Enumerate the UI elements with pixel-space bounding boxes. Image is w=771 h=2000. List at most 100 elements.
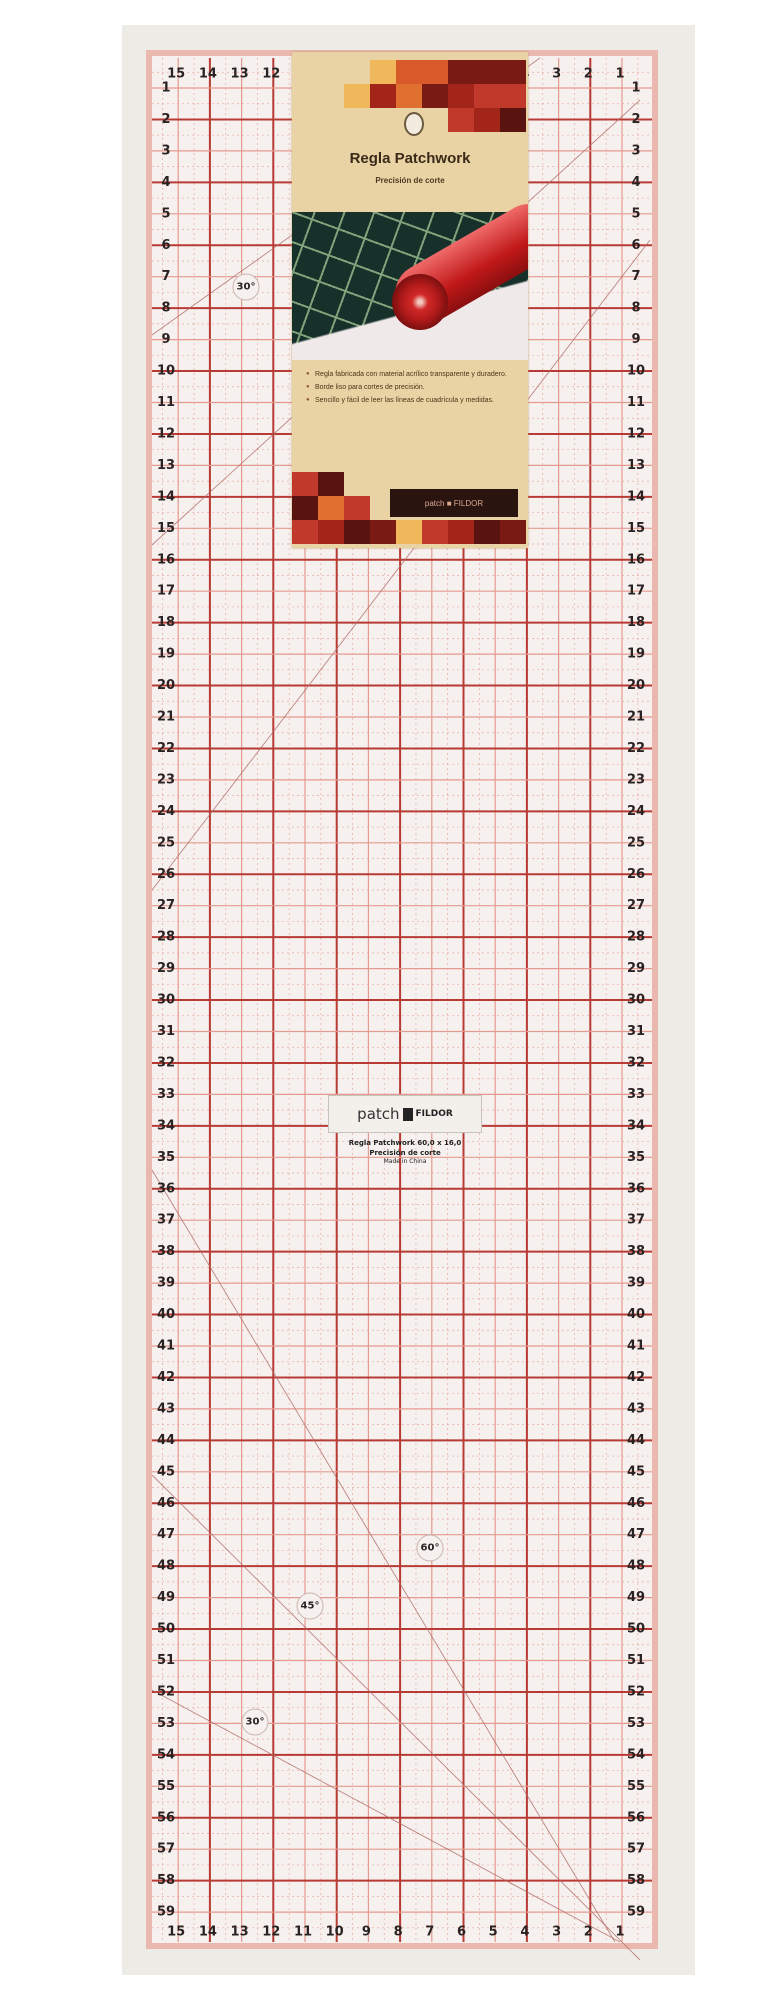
row-label-left: 50	[157, 1622, 175, 1637]
row-label-right: 30	[627, 993, 645, 1008]
row-label-left: 16	[157, 552, 175, 567]
row-label-right: 45	[627, 1464, 645, 1479]
mosaic-tile	[500, 84, 526, 108]
mosaic-tile	[500, 108, 526, 132]
row-label-right: 53	[627, 1716, 645, 1731]
row-label-right: 26	[627, 867, 645, 882]
row-label-right: 52	[627, 1684, 645, 1699]
row-label-left: 20	[157, 678, 175, 693]
angle-marker	[296, 1592, 324, 1620]
row-label-right: 12	[627, 426, 645, 441]
product-name: Regla Patchwork 60,0 x 16,0	[348, 1139, 462, 1147]
angle-line	[151, 1689, 621, 1943]
column-label-bottom: 12	[262, 1925, 280, 1940]
card-bullets: Regla fabricada con material acrílico tr…	[306, 370, 516, 409]
row-label-left: 58	[157, 1873, 175, 1888]
row-label-right: 48	[627, 1559, 645, 1574]
row-label-left: 23	[157, 772, 175, 787]
row-label-right: 59	[627, 1905, 645, 1920]
mosaic-tile	[370, 108, 396, 132]
mosaic-tile	[318, 472, 344, 496]
mosaic-tile	[370, 520, 396, 544]
row-label-left: 18	[157, 615, 175, 630]
origin: Made in China	[383, 1158, 427, 1165]
row-label-left: 25	[157, 835, 175, 850]
column-label-top: 14	[199, 67, 217, 82]
column-label-top: 12	[262, 67, 280, 82]
row-label-right: 58	[627, 1873, 645, 1888]
row-label-left: 5	[161, 206, 170, 221]
mosaic-tile	[292, 472, 318, 496]
row-label-right: 23	[627, 772, 645, 787]
angle-line	[151, 1169, 616, 1943]
row-label-left: 53	[157, 1716, 175, 1731]
row-label-right: 25	[627, 835, 645, 850]
angle-marker	[232, 273, 260, 301]
row-label-right: 55	[627, 1779, 645, 1794]
row-label-right: 49	[627, 1590, 645, 1605]
row-label-left: 49	[157, 1590, 175, 1605]
row-label-right: 44	[627, 1433, 645, 1448]
column-label-bottom: 5	[489, 1925, 498, 1940]
row-label-left: 56	[157, 1810, 175, 1825]
column-label-bottom: 4	[520, 1925, 529, 1940]
mosaic-tile	[292, 496, 318, 520]
row-label-left: 14	[157, 489, 175, 504]
bullet: Sencillo y fácil de leer las líneas de c…	[306, 396, 516, 405]
mosaic-tile	[344, 496, 370, 520]
angle-marker	[416, 1534, 444, 1562]
row-label-left: 32	[157, 1055, 175, 1070]
ruler-print-text: Regla Patchwork 60,0 x 16,0 Precisión de…	[290, 1138, 520, 1165]
mosaic-tile	[500, 520, 526, 544]
column-label-bottom: 15	[167, 1925, 185, 1940]
mosaic-tile	[292, 520, 318, 544]
row-label-right: 54	[627, 1747, 645, 1762]
mosaic-tile	[448, 108, 474, 132]
row-label-right: 18	[627, 615, 645, 630]
mosaic-tile	[344, 520, 370, 544]
row-label-left: 55	[157, 1779, 175, 1794]
row-label-right: 32	[627, 1055, 645, 1070]
row-label-right: 4	[631, 175, 640, 190]
row-label-right: 10	[627, 364, 645, 379]
row-label-left: 27	[157, 898, 175, 913]
column-label-bottom: 8	[394, 1925, 403, 1940]
mosaic-tile	[396, 520, 422, 544]
column-label-top: 3	[552, 67, 561, 82]
row-label-right: 40	[627, 1307, 645, 1322]
row-label-right: 43	[627, 1401, 645, 1416]
row-label-right: 28	[627, 930, 645, 945]
angle-line	[151, 1474, 641, 1961]
row-label-right: 13	[627, 458, 645, 473]
row-label-left: 12	[157, 426, 175, 441]
row-label-right: 9	[631, 332, 640, 347]
row-label-right: 24	[627, 804, 645, 819]
row-label-right: 35	[627, 1150, 645, 1165]
mosaic-tile	[422, 84, 448, 108]
row-label-right: 8	[631, 301, 640, 316]
mosaic-tile	[474, 108, 500, 132]
mosaic-top	[292, 60, 526, 132]
mosaic-tile	[396, 84, 422, 108]
row-label-left: 11	[157, 395, 175, 410]
row-label-left: 8	[161, 301, 170, 316]
mosaic-tile	[344, 472, 370, 496]
mosaic-tile	[370, 84, 396, 108]
row-label-left: 52	[157, 1684, 175, 1699]
row-label-left: 15	[157, 521, 175, 536]
column-label-bottom: 10	[326, 1925, 344, 1940]
row-label-right: 42	[627, 1370, 645, 1385]
mosaic-tile	[448, 84, 474, 108]
mosaic-tile	[292, 84, 318, 108]
column-label-top: 15	[167, 67, 185, 82]
row-label-right: 47	[627, 1527, 645, 1542]
row-label-left: 34	[157, 1118, 175, 1133]
mosaic-tile	[318, 496, 344, 520]
mosaic-tile	[344, 108, 370, 132]
angle-marker	[241, 1708, 269, 1736]
angle-line	[151, 239, 651, 891]
mosaic-tile	[422, 520, 448, 544]
column-label-bottom: 6	[457, 1925, 466, 1940]
row-label-right: 2	[631, 112, 640, 127]
mosaic-tile	[396, 60, 422, 84]
